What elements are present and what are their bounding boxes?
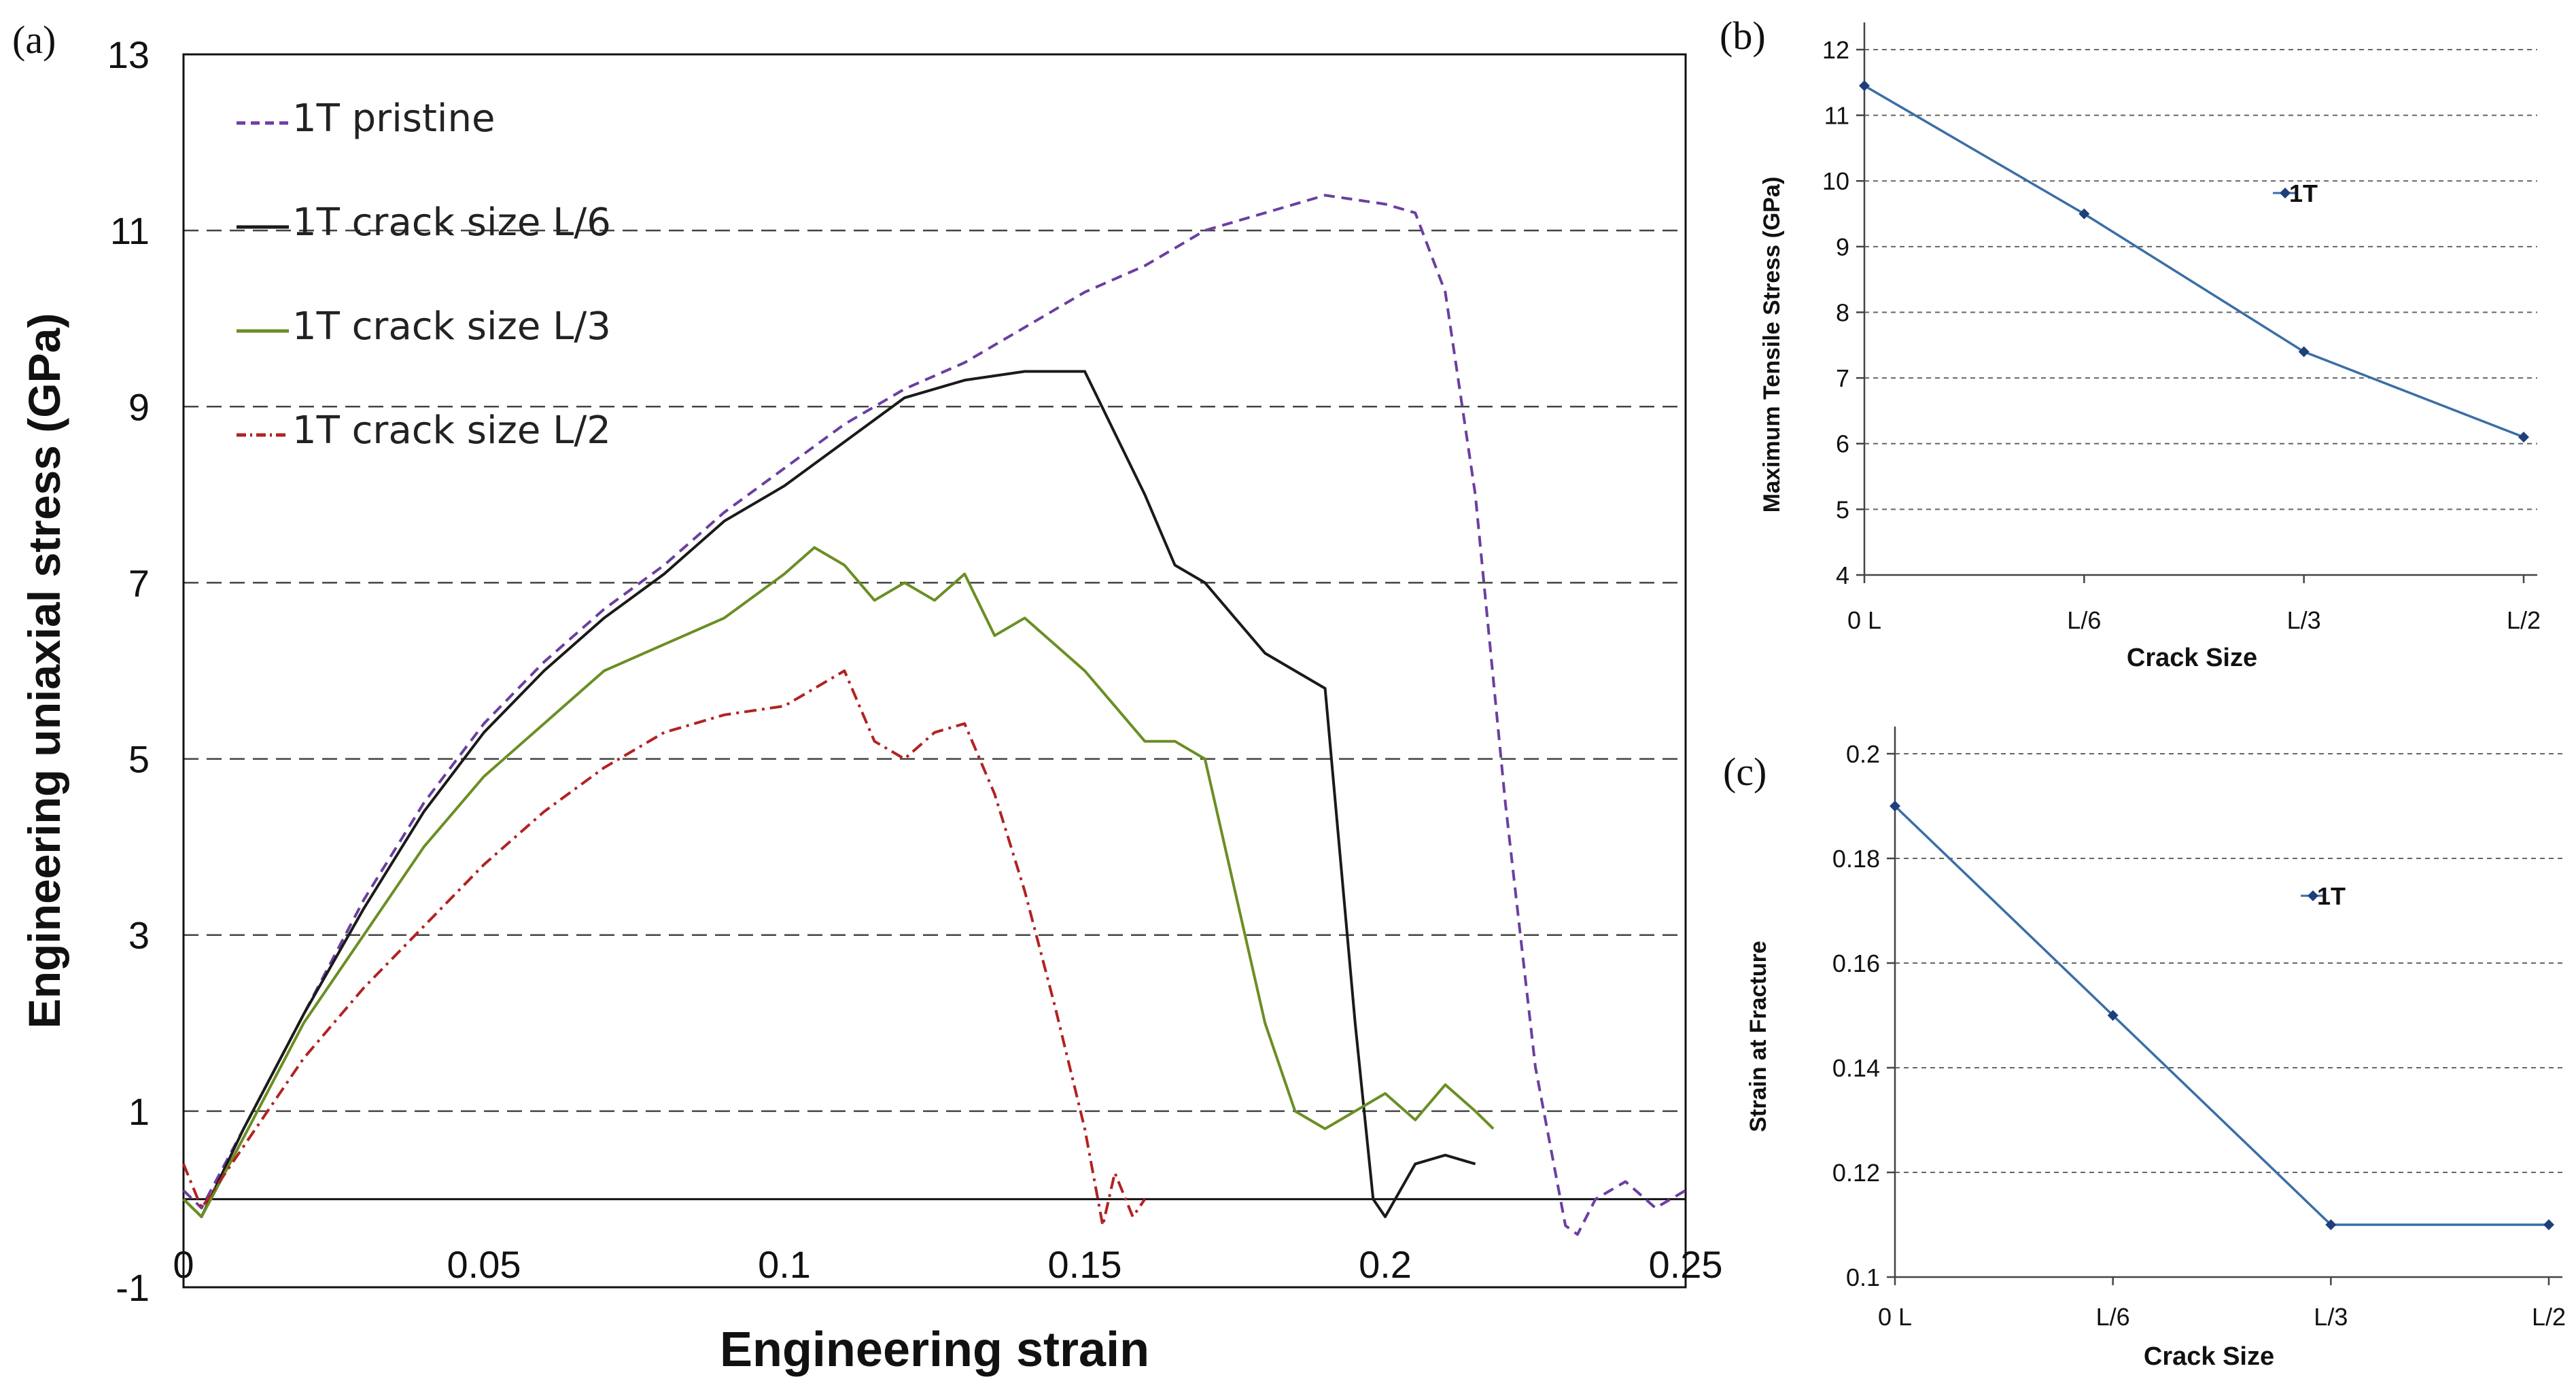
panel-a-x-tick-label: 0.15	[1048, 1243, 1122, 1286]
panel-a-gridlines	[184, 229, 1686, 1200]
panel-a-legend-entry: 1T crack size L/6	[292, 200, 611, 245]
panel-b-y-axis-title: Maximum Tensile Stress (GPa)	[1759, 177, 1785, 512]
panel-c-legend: 1T	[2301, 882, 2346, 910]
panel-b-x-tick-label: L/2	[2507, 606, 2541, 634]
panel-b-y-tick-labels: 4 5 6 7 8 9 10 11 12	[1822, 36, 1849, 589]
panel-b-y-tick-label: 7	[1836, 364, 1849, 392]
panel-a-x-tick-label: 0	[173, 1243, 194, 1286]
panel-c-x-tick-labels: 0 L L/6 L/3 L/2	[1878, 1303, 2566, 1331]
panel-b-data-point	[1859, 80, 1870, 92]
panel-b-x-tick-label: 0 L	[1847, 606, 1881, 634]
panel-b-x-tick-label: L/3	[2287, 606, 2321, 634]
panel-c-data-point	[1890, 801, 1900, 812]
panel-a-x-tick-labels: 0 0.05 0.1 0.15 0.2 0.25	[173, 1243, 1722, 1286]
panel-c-legend-marker	[2308, 890, 2318, 901]
panel-a-x-tick-label: 0.05	[447, 1243, 521, 1286]
panel-c-y-tick-label: 0.18	[1832, 845, 1880, 873]
panel-b-label: (b)	[1720, 14, 1766, 58]
panel-c-strain-at-fracture-chart: (c) 0.10.120.140.160.180.2 0 L L/6 L/3 L/2 …	[1723, 727, 2566, 1371]
panel-b-axes	[1856, 22, 2537, 583]
panel-c-series-line	[1894, 805, 2549, 1226]
panel-b-data-point	[2078, 208, 2090, 220]
panel-a-series-line-4	[182, 669, 1147, 1227]
panel-a-y-tick-label: 13	[107, 33, 150, 76]
panel-a-series-line-1	[182, 194, 1687, 1236]
panel-b-x-tick-label: L/6	[2067, 606, 2101, 634]
panel-a-y-tick-label: 11	[110, 209, 150, 252]
panel-c-y-tick-label: 0.2	[1846, 740, 1880, 768]
panel-b-y-tick-label: 11	[1824, 102, 1849, 130]
panel-c-y-tick-label: 0.14	[1832, 1054, 1880, 1082]
panel-b-y-tick-label: 5	[1836, 495, 1849, 523]
panel-c-label: (c)	[1723, 750, 1766, 794]
panel-a-y-tick-label: 7	[128, 561, 150, 604]
panel-a-series-line-2	[182, 370, 1476, 1219]
panel-b-y-tick-label: 8	[1836, 298, 1849, 326]
panel-c-gridlines	[1895, 753, 2562, 1173]
panel-a-label: (a)	[12, 18, 56, 62]
panel-b-legend-entry: 1T	[2289, 179, 2318, 207]
panel-a-series-group	[182, 194, 1687, 1236]
panel-a-legend-entry: 1T pristine	[292, 97, 495, 141]
panel-b-y-tick-label: 9	[1836, 233, 1849, 261]
panel-a-x-tick-label: 0.2	[1359, 1243, 1412, 1286]
panel-b-y-tick-label: 6	[1836, 430, 1849, 458]
panel-a-plot-frame	[182, 53, 1687, 1289]
panel-b-max-tensile-stress-chart: (b) 4 5 6 7 8 9 10 11 12 0 L L/6 L/3 L/2 Crack Size…	[1720, 14, 2541, 672]
panel-b-data-point	[2518, 432, 2529, 443]
panel-a-series-line-3	[182, 546, 1495, 1219]
panel-a-y-tick-label: 3	[128, 914, 150, 957]
panel-c-data-point	[2543, 1219, 2554, 1230]
panel-c-y-tick-label: 0.16	[1832, 949, 1880, 977]
panel-a-y-tick-label: 5	[128, 738, 150, 781]
panel-a-y-axis-title: Engineering uniaxial stress (GPa)	[19, 313, 69, 1029]
panel-a-x-tick-label: 0.25	[1649, 1243, 1723, 1286]
panel-c-data-point	[2107, 1010, 2119, 1021]
panel-c-y-tick-labels: 0.1 0.12 0.14 0.16 0.18 0.2	[1832, 740, 1880, 1291]
panel-a-x-tick-label: 0.1	[758, 1243, 811, 1286]
panel-a-y-tick-label: 1	[128, 1090, 150, 1133]
panel-c-data-point	[2325, 1219, 2337, 1230]
panel-c-x-tick-label: L/6	[2096, 1303, 2130, 1331]
panel-b-y-tick-label: 12	[1822, 36, 1849, 64]
panel-c-x-tick-label: L/2	[2532, 1303, 2566, 1331]
panel-b-series-group	[1859, 80, 2529, 443]
panel-a-legend-entry: 1T crack size L/3	[292, 304, 611, 349]
panel-c-legend-entry: 1T	[2317, 882, 2346, 910]
panel-b-y-tick-label: 10	[1822, 167, 1849, 195]
panel-c-x-axis-title: Crack Size	[2144, 1342, 2274, 1371]
panel-a-y-tick-label: 9	[128, 385, 150, 428]
panel-b-y-tick-label: 4	[1836, 561, 1849, 589]
panel-b-legend-marker	[2280, 188, 2291, 198]
panel-b-series-line	[1864, 84, 2524, 438]
panel-a-legend-entry: 1T crack size L/2	[292, 408, 611, 453]
panel-b-x-tick-labels: 0 L L/6 L/3 L/2	[1847, 606, 2541, 634]
panel-b-data-point	[2298, 346, 2310, 357]
panel-b-x-axis-title: Crack Size	[2127, 644, 2257, 672]
panel-a-x-axis-title: Engineering strain	[720, 1323, 1149, 1377]
panel-c-x-tick-label: L/3	[2314, 1303, 2348, 1331]
panel-b-legend: 1T	[2273, 179, 2318, 207]
panel-c-x-tick-label: 0 L	[1878, 1303, 1912, 1331]
panel-c-axes	[1887, 727, 2562, 1285]
panel-c-y-tick-label: 0.12	[1832, 1159, 1880, 1187]
panel-a-legend: 1T pristine 1T crack size L/6 1T crack siz…	[237, 97, 611, 453]
panel-c-y-axis-title: Strain at Fracture	[1745, 941, 1771, 1132]
panel-a-y-tick-label: -1	[116, 1266, 150, 1309]
panel-c-y-tick-label: 0.1	[1846, 1263, 1880, 1291]
panel-c-series-group	[1890, 801, 2554, 1230]
panel-b-gridlines	[1864, 49, 2537, 510]
